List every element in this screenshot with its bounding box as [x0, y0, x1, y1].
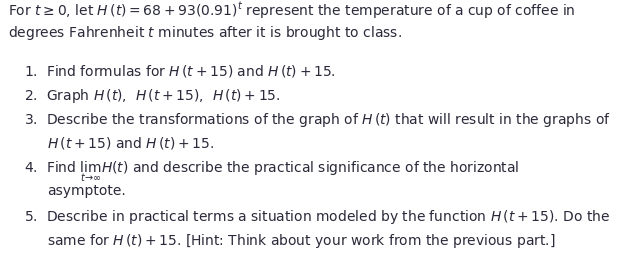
Text: 1.  Find formulas for $H\,(t + 15)$ and $H\,(t) + 15$.: 1. Find formulas for $H\,(t + 15)$ and $… — [24, 63, 336, 79]
Text: 5.  Describe in practical terms a situation modeled by the function $H\,(t + 15): 5. Describe in practical terms a situati… — [24, 208, 610, 226]
Text: 4.  Find $\lim_{t\to\infty} H(t)$ and describe the practical significance of the: 4. Find $\lim_{t\to\infty} H(t)$ and des… — [24, 160, 519, 184]
Text: degrees Fahrenheit $t$ minutes after it is brought to class.: degrees Fahrenheit $t$ minutes after it … — [8, 24, 402, 42]
Text: asymptote.: asymptote. — [47, 184, 126, 198]
Text: same for $H\,(t) + 15$. [Hint: Think about your work from the previous part.]: same for $H\,(t) + 15$. [Hint: Think abo… — [47, 232, 556, 250]
Text: 3.  Describe the transformations of the graph of $H\,(t)$ that will result in th: 3. Describe the transformations of the g… — [24, 111, 611, 129]
Text: For $t \geq 0$, let $H\,(t) = 68 + 93(0.91)^{t}$ represent the temperature of a : For $t \geq 0$, let $H\,(t) = 68 + 93(0.… — [8, 0, 576, 20]
Text: 2.  Graph $H\,(t)$,  $H\,(t + 15)$,  $H\,(t) + 15$.: 2. Graph $H\,(t)$, $H\,(t + 15)$, $H\,(t… — [24, 87, 281, 105]
Text: $H\,(t + 15)$ and $H\,(t) + 15$.: $H\,(t + 15)$ and $H\,(t) + 15$. — [47, 135, 214, 151]
